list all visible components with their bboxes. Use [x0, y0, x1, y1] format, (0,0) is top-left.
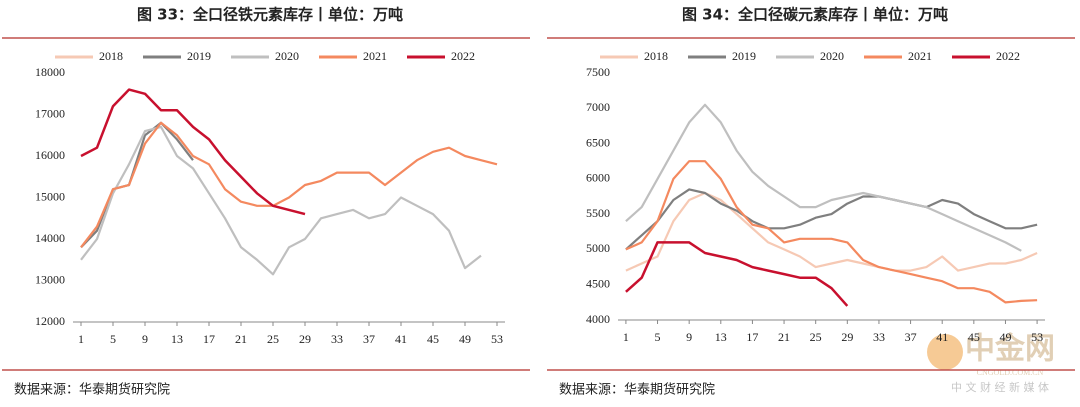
chart-title: 图 34：全口径碳元素库存丨单位：万吨 [682, 6, 948, 24]
x-tick-label: 37 [363, 332, 375, 346]
y-tick-label: 6500 [586, 135, 610, 149]
x-tick-label: 33 [873, 330, 885, 344]
series-line [625, 188, 1038, 251]
x-tick-label: 45 [968, 330, 980, 344]
x-tick-label: 53 [1031, 330, 1043, 344]
watermark-tagline: 中 文 财 经 新 媒 体 [951, 380, 1049, 394]
y-tick-label: 13000 [35, 272, 65, 286]
series-line [625, 191, 1038, 272]
x-tick-label: 9 [142, 332, 148, 346]
x-tick-label: 25 [267, 332, 279, 346]
y-tick-label: 5500 [586, 206, 610, 220]
x-tick-label: 5 [110, 332, 116, 346]
y-tick-label: 16000 [35, 148, 65, 162]
y-tick-label: 7500 [586, 65, 610, 79]
series-line [625, 103, 1022, 252]
legend-label: 2019 [732, 49, 756, 63]
series-line [80, 121, 498, 248]
x-tick-label: 17 [746, 330, 758, 344]
watermark-name: 中金网 [965, 332, 1055, 367]
y-tick-label: 17000 [35, 106, 65, 120]
legend-label: 2019 [187, 49, 211, 63]
legend-label: 2020 [275, 49, 299, 63]
legend-label: 2022 [451, 49, 475, 63]
y-tick-label: 6000 [586, 171, 610, 185]
chart-title: 图 33：全口径铁元素库存丨单位：万吨 [137, 6, 403, 24]
series-line [80, 121, 194, 249]
legend-label: 2018 [644, 49, 668, 63]
x-tick-label: 13 [171, 332, 183, 346]
y-tick-label: 4500 [586, 276, 610, 290]
source: 数据来源：华泰期货研究院 [14, 382, 170, 398]
x-tick-label: 9 [686, 330, 692, 344]
x-tick-label: 5 [655, 330, 661, 344]
legend-label: 2021 [363, 49, 387, 63]
x-tick-label: 29 [299, 332, 311, 346]
legend-label: 2022 [996, 49, 1020, 63]
x-tick-label: 21 [235, 332, 247, 346]
y-tick-label: 4000 [586, 312, 610, 326]
source: 数据来源：华泰期货研究院 [559, 382, 715, 398]
legend-label: 2021 [908, 49, 932, 63]
x-tick-label: 29 [841, 330, 853, 344]
x-tick-label: 21 [778, 330, 790, 344]
y-tick-label: 18000 [35, 65, 65, 79]
x-tick-label: 25 [810, 330, 822, 344]
x-tick-label: 49 [999, 330, 1011, 344]
series-line [625, 241, 849, 307]
legend-label: 2020 [820, 49, 844, 63]
x-tick-label: 1 [78, 332, 84, 346]
x-tick-label: 49 [459, 332, 471, 346]
x-tick-label: 13 [715, 330, 727, 344]
series-line [80, 88, 306, 216]
watermark-url: CNGOLD.COM.CN [977, 368, 1044, 377]
watermark: 中金网 CNGOLD.COM.CN 中 文 财 经 新 媒 体 [927, 332, 1055, 394]
x-tick-label: 45 [427, 332, 439, 346]
y-tick-label: 14000 [35, 231, 65, 245]
watermark-logo [927, 334, 963, 370]
x-tick-label: 37 [905, 330, 917, 344]
x-tick-label: 17 [203, 332, 215, 346]
x-tick-label: 53 [491, 332, 503, 346]
y-tick-label: 15000 [35, 189, 65, 203]
legend-label: 2018 [99, 49, 123, 63]
y-tick-label: 5000 [586, 241, 610, 255]
x-tick-label: 41 [395, 332, 407, 346]
y-tick-label: 12000 [35, 314, 65, 328]
x-tick-label: 1 [623, 330, 629, 344]
x-tick-label: 33 [331, 332, 343, 346]
x-tick-label: 41 [936, 330, 948, 344]
series-line [80, 125, 482, 276]
y-tick-label: 7000 [586, 100, 610, 114]
series-line [625, 160, 1038, 304]
